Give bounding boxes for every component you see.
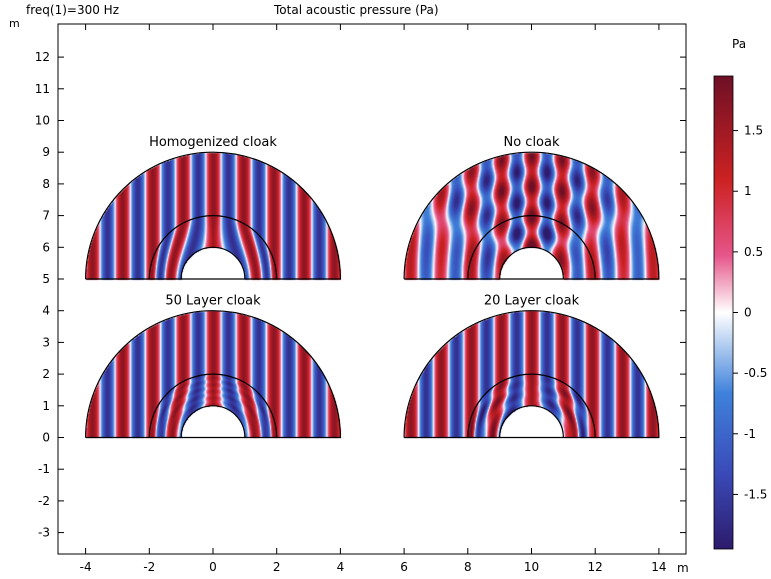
y-tick-label: -1 bbox=[38, 462, 50, 476]
x-tick-label: -2 bbox=[143, 560, 155, 574]
panel-labels: Homogenized cloak No cloak 50 Layer cloak 2… bbox=[149, 135, 580, 309]
obstacle-boundary bbox=[499, 246, 564, 280]
panel-label: 50 Layer cloak bbox=[165, 294, 261, 309]
cloak-boundary bbox=[467, 215, 596, 280]
outer-boundary bbox=[85, 151, 342, 280]
obstacle-boundary bbox=[180, 246, 246, 280]
x-tick-label: -4 bbox=[80, 560, 92, 574]
colorbar-tick-label: -1 bbox=[744, 427, 756, 441]
cloak-boundary bbox=[467, 373, 596, 438]
cloak-boundary bbox=[148, 373, 278, 438]
panel-label: No cloak bbox=[503, 135, 559, 150]
y-tick-label: 5 bbox=[42, 272, 50, 286]
plot-title: Total acoustic pressure (Pa) bbox=[274, 3, 439, 17]
x-tick-label: 6 bbox=[400, 560, 408, 574]
y-tick-label: 4 bbox=[42, 304, 50, 318]
y-tick-label: 0 bbox=[42, 431, 50, 445]
y-tick-label: 12 bbox=[35, 50, 50, 64]
y-tick-label: 11 bbox=[35, 82, 50, 96]
obstacle-boundary bbox=[180, 405, 246, 438]
colorbar bbox=[713, 75, 734, 550]
frequency-label: freq(1)=300 Hz bbox=[26, 3, 119, 17]
x-axis-ticks: -4 -2 0 2 4 6 8 10 12 14 bbox=[80, 24, 667, 574]
panel-label: 20 Layer cloak bbox=[484, 294, 580, 309]
y-tick-label: 9 bbox=[42, 145, 50, 159]
y-unit-label: m bbox=[9, 17, 20, 30]
y-tick-label: 3 bbox=[42, 335, 50, 349]
colorbar-unit-label: Pa bbox=[732, 37, 747, 51]
geometry-outlines bbox=[85, 151, 660, 439]
outer-boundary bbox=[85, 310, 342, 439]
x-tick-label: 14 bbox=[651, 560, 666, 574]
outer-boundary bbox=[403, 151, 660, 280]
x-tick-label: 2 bbox=[273, 560, 281, 574]
y-tick-label: -2 bbox=[38, 494, 50, 508]
y-tick-label: 7 bbox=[42, 209, 50, 223]
cloak-boundary bbox=[148, 215, 278, 280]
colorbar-tick-label: -1.5 bbox=[744, 487, 767, 501]
panel-label: Homogenized cloak bbox=[149, 135, 277, 150]
colorbar-tick-label: 0.5 bbox=[744, 245, 763, 259]
colorbar-tick-label: -0.5 bbox=[744, 366, 767, 380]
y-tick-label: -3 bbox=[38, 526, 50, 540]
y-tick-label: 6 bbox=[42, 240, 50, 254]
obstacle-boundary bbox=[499, 405, 564, 438]
x-unit-label: m bbox=[677, 561, 689, 575]
y-tick-label: 8 bbox=[42, 177, 50, 191]
y-tick-label: 2 bbox=[42, 367, 50, 381]
plot-frame bbox=[57, 23, 687, 555]
y-tick-label: 10 bbox=[35, 114, 50, 128]
x-tick-label: 0 bbox=[209, 560, 217, 574]
colorbar-ticks: -1.5 -1 -0.5 0 0.5 1 1.5 bbox=[733, 124, 767, 501]
x-tick-label: 10 bbox=[524, 560, 539, 574]
x-tick-label: 4 bbox=[337, 560, 345, 574]
colorbar-tick-label: 1.5 bbox=[744, 124, 763, 138]
outer-boundary bbox=[403, 310, 660, 439]
x-tick-label: 12 bbox=[588, 560, 603, 574]
colorbar-tick-label: 1 bbox=[744, 184, 752, 198]
colorbar-tick-label: 0 bbox=[744, 306, 752, 320]
x-tick-label: 8 bbox=[464, 560, 472, 574]
y-tick-label: 1 bbox=[42, 399, 50, 413]
